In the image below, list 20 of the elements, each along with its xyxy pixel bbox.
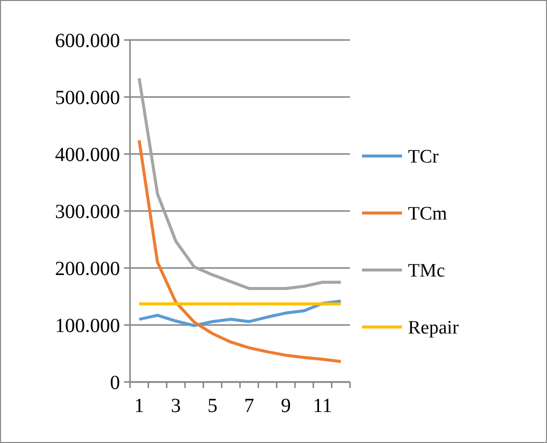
line-series <box>138 76 342 290</box>
line-series <box>138 300 342 328</box>
x-tick-label: 7 <box>244 395 254 417</box>
x-tick-label: 1 <box>134 395 144 417</box>
y-tick-label: 300.000 <box>55 201 120 223</box>
line-series <box>138 138 342 363</box>
x-tick-label: 5 <box>208 395 218 417</box>
y-tick-label: 200.000 <box>55 258 120 280</box>
x-tick-label: 9 <box>280 395 291 417</box>
legend-label: TCm <box>408 204 448 225</box>
legend-label: Repair <box>408 318 460 339</box>
x-tick-label: 3 <box>170 395 181 417</box>
y-tick-label: 0 <box>110 372 120 394</box>
x-tick-label: 11 <box>312 395 332 417</box>
y-tick-label: 100.000 <box>55 315 120 337</box>
y-tick-label: 500.000 <box>55 87 120 109</box>
legend-label: TMc <box>408 260 445 282</box>
y-tick-label: 400.000 <box>55 144 120 166</box>
y-tick-label: 600.000 <box>55 30 120 52</box>
legend-label: TCr <box>408 146 440 168</box>
